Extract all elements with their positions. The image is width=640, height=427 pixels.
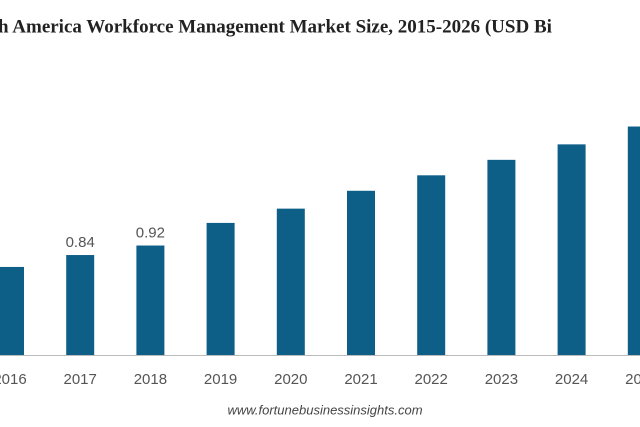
x-tick-label: 2021 xyxy=(344,371,377,388)
x-tick-label: 2024 xyxy=(555,371,588,388)
bar xyxy=(487,159,516,355)
bar xyxy=(417,175,446,355)
x-tick-label: 2016 xyxy=(0,371,27,388)
source: www.fortunebusinessinsights.com xyxy=(227,402,422,417)
x-tick-label: 2020 xyxy=(274,371,307,388)
x-tick-label: 2018 xyxy=(134,371,167,388)
bar xyxy=(627,126,640,356)
x-tick-label: 2017 xyxy=(64,371,97,388)
bar xyxy=(347,190,375,355)
bar xyxy=(276,208,305,355)
bar xyxy=(66,255,95,355)
x-tick-label: 2022 xyxy=(415,371,448,388)
x-tick-label: 2023 xyxy=(485,371,518,388)
bar xyxy=(557,144,586,355)
chart-title: h America Workforce Management Market Si… xyxy=(0,16,552,37)
bar xyxy=(206,222,235,355)
x-tick-label: 2025 xyxy=(625,371,640,388)
bar xyxy=(0,266,24,355)
x-tick-label: 2019 xyxy=(204,371,237,388)
value-label: 0.92 xyxy=(136,224,165,241)
bar xyxy=(136,245,165,355)
value-label: 0.84 xyxy=(66,234,95,251)
